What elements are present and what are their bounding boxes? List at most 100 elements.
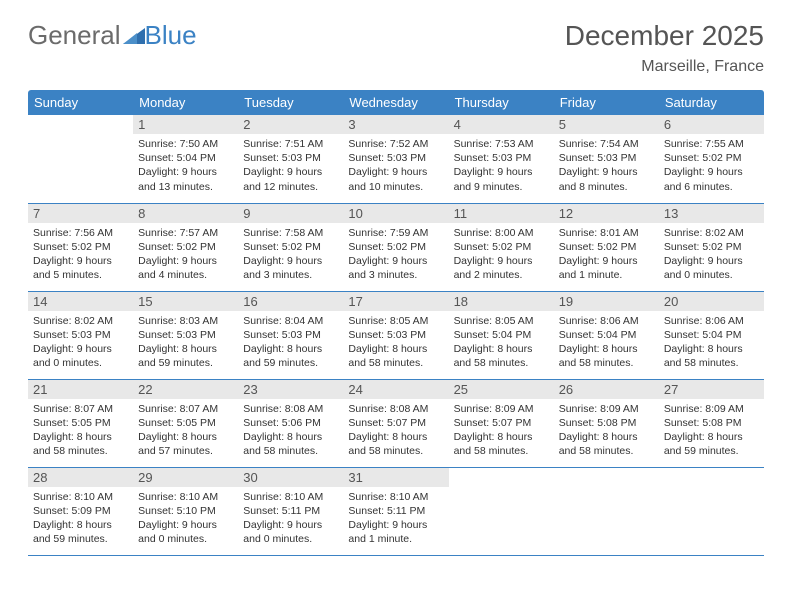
day-number: 7: [28, 204, 133, 223]
sunset-text: Sunset: 5:02 PM: [664, 151, 759, 165]
day-details: Sunrise: 8:09 AMSunset: 5:07 PMDaylight:…: [449, 399, 554, 463]
sunset-text: Sunset: 5:02 PM: [138, 240, 233, 254]
day-details: Sunrise: 8:03 AMSunset: 5:03 PMDaylight:…: [133, 311, 238, 375]
day-cell: 26Sunrise: 8:09 AMSunset: 5:08 PMDayligh…: [554, 379, 659, 467]
daylight-text: Daylight: 9 hours and 9 minutes.: [454, 165, 549, 193]
day-number: 12: [554, 204, 659, 223]
day-cell: [449, 467, 554, 555]
col-saturday: Saturday: [659, 90, 764, 115]
day-cell: 16Sunrise: 8:04 AMSunset: 5:03 PMDayligh…: [238, 291, 343, 379]
sunrise-text: Sunrise: 8:09 AM: [559, 402, 654, 416]
day-details: Sunrise: 8:01 AMSunset: 5:02 PMDaylight:…: [554, 223, 659, 287]
day-number: 3: [343, 115, 448, 134]
sunrise-text: Sunrise: 8:05 AM: [454, 314, 549, 328]
daylight-text: Daylight: 8 hours and 58 minutes.: [454, 342, 549, 370]
day-details: Sunrise: 8:02 AMSunset: 5:02 PMDaylight:…: [659, 223, 764, 287]
day-number: 24: [343, 380, 448, 399]
day-number: 13: [659, 204, 764, 223]
daylight-text: Daylight: 9 hours and 5 minutes.: [33, 254, 128, 282]
header: General Blue December 2025 Marseille, Fr…: [28, 20, 764, 76]
day-details: Sunrise: 8:09 AMSunset: 5:08 PMDaylight:…: [554, 399, 659, 463]
sunset-text: Sunset: 5:03 PM: [454, 151, 549, 165]
sunset-text: Sunset: 5:04 PM: [559, 328, 654, 342]
sunrise-text: Sunrise: 8:10 AM: [138, 490, 233, 504]
day-cell: 20Sunrise: 8:06 AMSunset: 5:04 PMDayligh…: [659, 291, 764, 379]
daylight-text: Daylight: 8 hours and 58 minutes.: [454, 430, 549, 458]
sunset-text: Sunset: 5:02 PM: [454, 240, 549, 254]
daylight-text: Daylight: 9 hours and 6 minutes.: [664, 165, 759, 193]
day-number: 16: [238, 292, 343, 311]
day-cell: 6Sunrise: 7:55 AMSunset: 5:02 PMDaylight…: [659, 115, 764, 203]
day-number: 21: [28, 380, 133, 399]
sunset-text: Sunset: 5:04 PM: [454, 328, 549, 342]
daylight-text: Daylight: 9 hours and 13 minutes.: [138, 165, 233, 193]
sunset-text: Sunset: 5:02 PM: [33, 240, 128, 254]
week-row: 28Sunrise: 8:10 AMSunset: 5:09 PMDayligh…: [28, 467, 764, 555]
sunset-text: Sunset: 5:03 PM: [348, 328, 443, 342]
daylight-text: Daylight: 9 hours and 4 minutes.: [138, 254, 233, 282]
day-cell: [28, 115, 133, 203]
day-cell: 4 Sunrise: 7:53 AMSunset: 5:03 PMDaylight…: [449, 115, 554, 203]
logo-text-blue: Blue: [145, 20, 197, 51]
day-cell: 19Sunrise: 8:06 AMSunset: 5:04 PMDayligh…: [554, 291, 659, 379]
day-cell: 30Sunrise: 8:10 AMSunset: 5:11 PMDayligh…: [238, 467, 343, 555]
sunrise-text: Sunrise: 8:04 AM: [243, 314, 338, 328]
daylight-text: Daylight: 9 hours and 0 minutes.: [138, 518, 233, 546]
day-cell: 23Sunrise: 8:08 AMSunset: 5:06 PMDayligh…: [238, 379, 343, 467]
daylight-text: Daylight: 9 hours and 1 minute.: [348, 518, 443, 546]
day-cell: 14Sunrise: 8:02 AMSunset: 5:03 PMDayligh…: [28, 291, 133, 379]
sunrise-text: Sunrise: 8:01 AM: [559, 226, 654, 240]
daylight-text: Daylight: 8 hours and 59 minutes.: [664, 430, 759, 458]
sunrise-text: Sunrise: 8:06 AM: [559, 314, 654, 328]
sunrise-text: Sunrise: 7:56 AM: [33, 226, 128, 240]
col-thursday: Thursday: [449, 90, 554, 115]
day-number: 17: [343, 292, 448, 311]
sunrise-text: Sunrise: 7:50 AM: [138, 137, 233, 151]
sunset-text: Sunset: 5:03 PM: [138, 328, 233, 342]
sunrise-text: Sunrise: 7:59 AM: [348, 226, 443, 240]
col-wednesday: Wednesday: [343, 90, 448, 115]
day-number: 30: [238, 468, 343, 487]
day-number: 20: [659, 292, 764, 311]
day-details: Sunrise: 8:05 AMSunset: 5:04 PMDaylight:…: [449, 311, 554, 375]
sunset-text: Sunset: 5:06 PM: [243, 416, 338, 430]
day-cell: 22Sunrise: 8:07 AMSunset: 5:05 PMDayligh…: [133, 379, 238, 467]
day-details: Sunrise: 8:06 AMSunset: 5:04 PMDaylight:…: [554, 311, 659, 375]
day-cell: 3Sunrise: 7:52 AMSunset: 5:03 PMDaylight…: [343, 115, 448, 203]
day-details: Sunrise: 8:10 AMSunset: 5:10 PMDaylight:…: [133, 487, 238, 551]
sunrise-text: Sunrise: 7:53 AM: [454, 137, 549, 151]
sunrise-text: Sunrise: 8:05 AM: [348, 314, 443, 328]
day-cell: 5Sunrise: 7:54 AMSunset: 5:03 PMDaylight…: [554, 115, 659, 203]
sunset-text: Sunset: 5:08 PM: [559, 416, 654, 430]
day-number: 11: [449, 204, 554, 223]
week-row: 14Sunrise: 8:02 AMSunset: 5:03 PMDayligh…: [28, 291, 764, 379]
day-number: 19: [554, 292, 659, 311]
daylight-text: Daylight: 9 hours and 3 minutes.: [348, 254, 443, 282]
sunset-text: Sunset: 5:02 PM: [348, 240, 443, 254]
day-number: 27: [659, 380, 764, 399]
day-cell: 17Sunrise: 8:05 AMSunset: 5:03 PMDayligh…: [343, 291, 448, 379]
sunrise-text: Sunrise: 8:06 AM: [664, 314, 759, 328]
day-number: 4: [449, 115, 554, 134]
daylight-text: Daylight: 9 hours and 12 minutes.: [243, 165, 338, 193]
title-block: December 2025 Marseille, France: [565, 20, 764, 76]
day-cell: 24Sunrise: 8:08 AMSunset: 5:07 PMDayligh…: [343, 379, 448, 467]
day-details: Sunrise: 8:05 AMSunset: 5:03 PMDaylight:…: [343, 311, 448, 375]
daylight-text: Daylight: 8 hours and 58 minutes.: [33, 430, 128, 458]
day-number: 31: [343, 468, 448, 487]
daylight-text: Daylight: 8 hours and 59 minutes.: [243, 342, 338, 370]
day-details: Sunrise: 8:07 AMSunset: 5:05 PMDaylight:…: [28, 399, 133, 463]
sunset-text: Sunset: 5:02 PM: [243, 240, 338, 254]
day-cell: 9Sunrise: 7:58 AMSunset: 5:02 PMDaylight…: [238, 203, 343, 291]
day-cell: 10Sunrise: 7:59 AMSunset: 5:02 PMDayligh…: [343, 203, 448, 291]
day-cell: 29Sunrise: 8:10 AMSunset: 5:10 PMDayligh…: [133, 467, 238, 555]
sunrise-text: Sunrise: 8:00 AM: [454, 226, 549, 240]
day-number: 8: [133, 204, 238, 223]
sunset-text: Sunset: 5:09 PM: [33, 504, 128, 518]
day-details: Sunrise: 8:04 AMSunset: 5:03 PMDaylight:…: [238, 311, 343, 375]
daylight-text: Daylight: 8 hours and 58 minutes.: [243, 430, 338, 458]
sunrise-text: Sunrise: 7:58 AM: [243, 226, 338, 240]
day-cell: 31Sunrise: 8:10 AMSunset: 5:11 PMDayligh…: [343, 467, 448, 555]
sunrise-text: Sunrise: 8:09 AM: [454, 402, 549, 416]
sunset-text: Sunset: 5:07 PM: [454, 416, 549, 430]
